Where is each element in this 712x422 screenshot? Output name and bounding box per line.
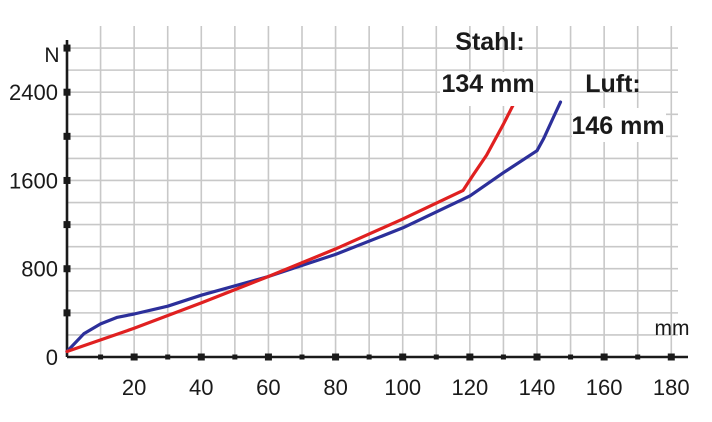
annotation-luft-line1: Luft: [585, 70, 641, 98]
axes [63, 40, 688, 361]
y-axis-label: N [44, 44, 59, 67]
annotation-luft: Luft: 146 mm [571, 70, 666, 142]
x-tick-mark [500, 354, 506, 360]
x-axis-label: mm [655, 317, 690, 340]
y-tick-mark [63, 265, 71, 273]
x-tick-label: 140 [519, 375, 556, 400]
x-tick-mark [667, 353, 675, 361]
series-line-stahl [65, 89, 522, 354]
x-tick-mark [466, 353, 474, 361]
x-tick-label: 20 [122, 375, 146, 400]
x-tick-mark [197, 353, 205, 361]
x-tick-label: 180 [653, 375, 690, 400]
tick-labels: 20 40 60 80 100 120 140 160 180 0 800 1600 2400 [9, 80, 690, 400]
y-tick-mark [63, 309, 71, 317]
x-tick-mark [98, 354, 104, 360]
y-tick-label: 800 [21, 257, 58, 282]
annotation-stahl-line2: 134 mm [441, 70, 534, 98]
x-tick-label: 80 [323, 375, 347, 400]
x-tick-mark [232, 354, 238, 360]
x-tick-mark [568, 354, 574, 360]
annotation-stahl: Stahl: 134 mm [440, 28, 535, 106]
x-tick-label: 40 [189, 375, 213, 400]
x-tick-mark [366, 354, 372, 360]
x-tick-mark [332, 353, 340, 361]
x-tick-mark [130, 353, 138, 361]
annotation-stahl-bg [440, 72, 532, 106]
annotation-stahl-line1: Stahl: [455, 28, 524, 56]
y-tick-label: 0 [46, 345, 58, 370]
x-tick-label: 60 [256, 375, 280, 400]
x-tick-mark [264, 353, 272, 361]
x-tick-mark [299, 354, 305, 360]
x-tick-label: 160 [586, 375, 623, 400]
y-tick-mark [63, 44, 71, 52]
x-tick-mark [433, 354, 439, 360]
annotation-luft-bg [572, 108, 666, 142]
x-tick-label: 100 [384, 375, 421, 400]
x-tick-mark [600, 353, 608, 361]
y-tick-label: 2400 [9, 80, 58, 105]
x-tick-mark [165, 354, 171, 360]
y-tick-mark [63, 221, 71, 229]
x-tick-mark [635, 354, 641, 360]
series-line-luft [65, 100, 563, 354]
x-tick-label: 120 [451, 375, 488, 400]
y-tick-mark [63, 176, 71, 184]
y-tick-mark [63, 88, 71, 96]
x-tick-mark [533, 353, 541, 361]
y-tick-mark [63, 132, 71, 140]
y-tick-label: 1600 [9, 168, 58, 193]
annotation-luft-line2: 146 mm [571, 112, 664, 140]
x-tick-mark [399, 353, 407, 361]
series-layer [65, 89, 563, 354]
